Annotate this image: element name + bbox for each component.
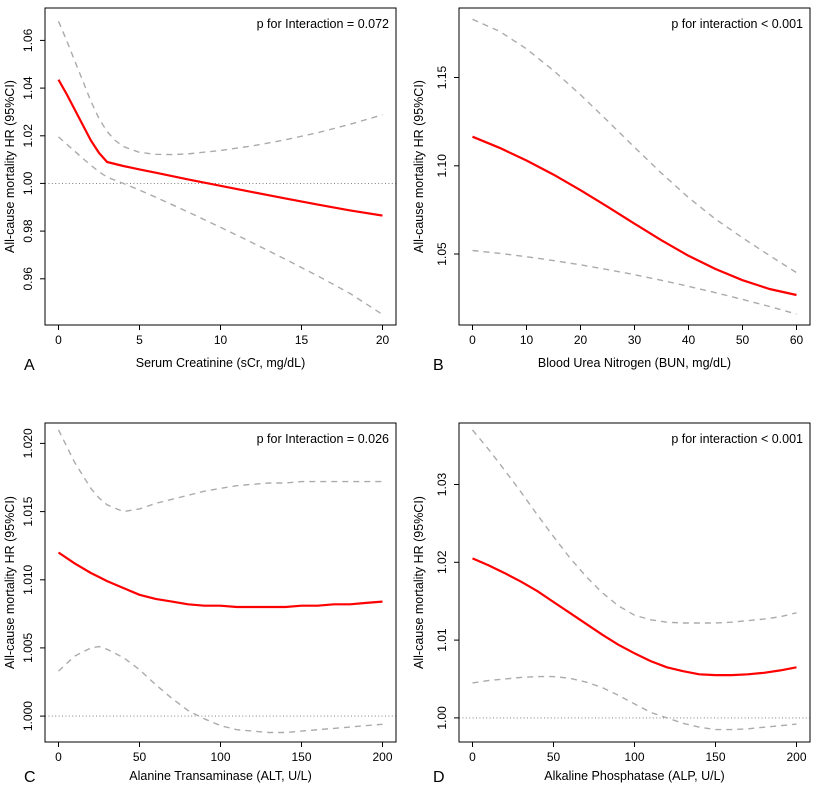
x-axis-title: Alkaline Phosphatase (ALP, U/L) [544,769,724,783]
estimate-curve [57,551,383,609]
estimate-curve [57,79,383,217]
panel-c-alanine-transaminase-chart: 0 50 100 150 200 1.000 1.005 1.010 1.015 1.020 Ala… [3,422,397,786]
panel-d-alkaline-phosphatase-chart: 0 50 100 150 200 1.00 1.01 1.02 1.03 Alkaline Pho… [412,422,811,786]
y-tick-label: 1.015 [21,496,35,526]
y-tick-label: 1.020 [21,428,35,458]
plot-border [458,7,811,326]
x-tick-label: 5 [136,333,143,347]
panel-b-blood-urea-nitrogen-chart: 0 10 20 30 40 50 60 1.05 1.10 1.15 Blood Urea Nitr… [412,7,811,374]
ci-lower-curve [472,675,797,731]
plot-border [44,422,397,743]
x-tick-label: 200 [786,750,806,764]
y-axis-title: All-cause mortality HR (95%CI) [3,80,17,253]
panel-a-serum-creatinine-chart: 0 5 10 15 20 0.96 0.98 1.00 1.02 1.04 1.06 Serum Cr… [3,7,397,374]
y-axis-title: All-cause mortality HR (95%CI) [3,496,17,669]
y-tick-label: 1.005 [21,633,35,663]
ci-upper-curve [57,21,383,156]
x-axis-title: Serum Creatinine (sCr, mg/dL) [136,356,306,370]
x-tick-label: 100 [210,750,230,764]
y-tick-label: 1.03 [435,472,449,496]
p-interaction-annotation: p for interaction < 0.001 [671,17,803,31]
y-axis-title: All-cause mortality HR (95%CI) [412,496,426,669]
plot-border [458,422,811,743]
x-tick-label: 0 [469,750,476,764]
x-tick-label: 100 [624,750,644,764]
ci-upper-curve [472,18,797,274]
x-tick-label: 50 [736,333,750,347]
plot-border [44,7,397,326]
panel-letter: D [433,769,445,786]
y-tick-label: 1.10 [435,154,449,178]
y-tick-label: 1.01 [435,628,449,652]
x-tick-label: 60 [790,333,804,347]
ci-lower-curve [58,645,383,734]
x-tick-label: 15 [295,333,309,347]
x-tick-label: 20 [574,333,588,347]
x-axis-title: Alanine Transaminase (ALT, U/L) [129,769,312,783]
y-tick-label: 1.04 [21,76,35,100]
p-interaction-annotation: p for interaction < 0.001 [671,432,803,446]
x-tick-label: 0 [55,750,62,764]
y-tick-label: 1.000 [21,701,35,731]
y-tick-label: 0.96 [21,267,35,291]
x-tick-label: 10 [214,333,228,347]
x-tick-label: 150 [705,750,725,764]
panel-letter: B [433,357,444,374]
y-axis-title: All-cause mortality HR (95%CI) [412,80,426,253]
y-tick-label: 1.010 [21,564,35,594]
ci-upper-curve [471,429,797,624]
ci-lower-curve [58,136,383,316]
y-tick-label: 1.06 [21,28,35,52]
x-tick-label: 50 [133,750,147,764]
y-tick-label: 1.00 [21,171,35,195]
estimate-curve [472,135,797,297]
y-tick-label: 1.02 [435,550,449,574]
y-tick-label: 1.00 [435,706,449,730]
estimate-curve [472,557,797,677]
x-tick-label: 50 [547,750,561,764]
x-tick-label: 20 [376,333,390,347]
x-tick-label: 0 [55,333,62,347]
p-interaction-annotation: p for Interaction = 0.026 [257,432,389,446]
x-tick-label: 10 [520,333,534,347]
panel-letter: C [24,769,36,786]
x-tick-label: 200 [372,750,392,764]
x-tick-label: 0 [469,333,476,347]
x-axis-title: Blood Urea Nitrogen (BUN, mg/dL) [538,356,731,370]
y-tick-label: 1.05 [435,242,449,266]
y-tick-label: 1.02 [21,124,35,148]
y-tick-label: 1.15 [435,65,449,89]
p-interaction-annotation: p for Interaction = 0.072 [257,17,389,31]
x-tick-label: 150 [291,750,311,764]
panel-letter: A [24,357,35,374]
x-tick-label: 30 [628,333,642,347]
x-tick-label: 40 [682,333,696,347]
y-tick-label: 0.98 [21,219,35,243]
ci-upper-curve [57,429,383,513]
